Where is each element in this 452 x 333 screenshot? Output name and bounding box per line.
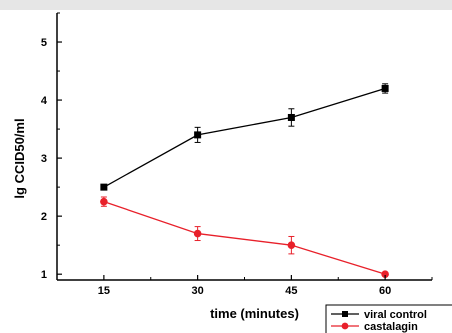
point-castalagin-30: [194, 230, 202, 238]
point-castalagin-15: [100, 198, 108, 206]
series-line-viral-control: [104, 88, 385, 187]
y-tick-label-4: 4: [41, 95, 48, 107]
point-viral-control-45: [288, 114, 295, 121]
point-viral-control-60: [382, 85, 389, 92]
point-viral-control-30: [194, 131, 201, 138]
y-tick-label-5: 5: [41, 37, 47, 49]
x-tick-label-15: 15: [98, 285, 110, 297]
point-viral-control-15: [100, 184, 107, 191]
legend-label-castalagin: castalagin: [364, 321, 418, 333]
legend-label-viral-control: viral control: [364, 309, 427, 321]
x-tick-label-60: 60: [379, 285, 391, 297]
legend-marker-castalagin: [342, 323, 349, 330]
x-tick-label-45: 45: [285, 285, 297, 297]
y-tick-label-3: 3: [41, 153, 47, 165]
legend-marker-viral-control: [342, 311, 348, 317]
y-axis-title: lg CCID50/ml: [12, 118, 27, 198]
plot-area: [100, 84, 389, 278]
point-castalagin-45: [288, 241, 296, 249]
series-line-castalagin: [104, 202, 385, 275]
y-tick-label-1: 1: [41, 269, 47, 281]
y-tick-label-2: 2: [41, 211, 47, 223]
x-axis-title: time (minutes): [210, 306, 299, 321]
x-tick-label-30: 30: [192, 285, 204, 297]
